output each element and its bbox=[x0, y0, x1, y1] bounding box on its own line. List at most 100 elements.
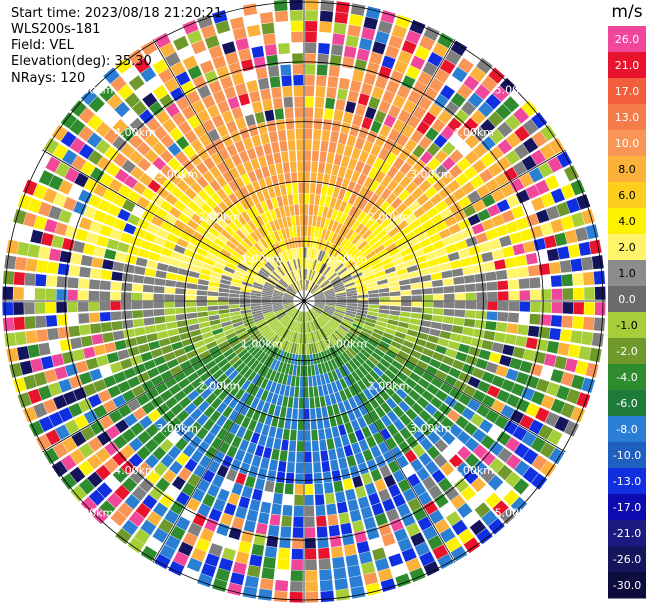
range-gate bbox=[286, 462, 295, 473]
range-gate bbox=[432, 287, 444, 294]
range-gate bbox=[573, 302, 584, 315]
range-gate bbox=[131, 292, 143, 301]
range-gate bbox=[239, 301, 251, 305]
range-gate bbox=[239, 226, 250, 237]
range-gate bbox=[273, 590, 288, 603]
range-gate bbox=[348, 397, 358, 409]
range-gate bbox=[307, 354, 311, 366]
range-gate bbox=[443, 308, 455, 317]
range-gate bbox=[283, 295, 294, 299]
range-gate bbox=[284, 363, 291, 375]
range-gate bbox=[382, 354, 394, 364]
range-gate bbox=[191, 488, 206, 502]
range-gate bbox=[463, 537, 481, 554]
range-gate bbox=[475, 282, 487, 292]
range-gate bbox=[148, 251, 161, 262]
range-ring bbox=[124, 121, 484, 481]
range-gate bbox=[327, 514, 339, 526]
range-gate bbox=[103, 375, 117, 388]
range-gate bbox=[399, 279, 411, 286]
range-gate bbox=[411, 289, 423, 295]
range-gate bbox=[374, 244, 385, 254]
range-gate bbox=[575, 227, 589, 242]
range-gate bbox=[522, 137, 539, 154]
range-gate bbox=[281, 228, 287, 240]
range-gate bbox=[444, 101, 459, 116]
range-gate bbox=[504, 257, 517, 269]
range-gate bbox=[325, 269, 335, 278]
range-gate bbox=[432, 351, 445, 362]
range-gate bbox=[254, 242, 264, 253]
range-gate bbox=[261, 224, 270, 236]
range-gate bbox=[475, 358, 488, 370]
range-gate bbox=[86, 132, 103, 148]
range-gate bbox=[223, 432, 235, 445]
range-gate bbox=[104, 342, 117, 354]
range-gate bbox=[272, 322, 281, 332]
range-gate bbox=[451, 268, 464, 277]
range-gate bbox=[201, 355, 214, 365]
range-gate bbox=[300, 280, 303, 291]
range-gate bbox=[304, 269, 306, 280]
range-gate bbox=[272, 297, 283, 300]
range-gate bbox=[331, 221, 339, 232]
range-gate bbox=[232, 373, 243, 385]
range-gate bbox=[283, 303, 294, 308]
range-gate bbox=[261, 251, 270, 261]
range-gate bbox=[274, 207, 282, 219]
range-gate bbox=[306, 269, 309, 280]
range-gate bbox=[310, 408, 316, 420]
range-gate bbox=[128, 453, 144, 468]
range-gate bbox=[291, 31, 303, 43]
range-gate bbox=[313, 342, 318, 354]
range-gate bbox=[152, 527, 169, 543]
range-gate bbox=[432, 42, 449, 58]
range-gate bbox=[544, 175, 560, 191]
range-gate bbox=[278, 281, 288, 289]
range-gate bbox=[353, 195, 363, 208]
range-gate bbox=[286, 306, 296, 314]
range-gate bbox=[185, 301, 197, 307]
range-gate bbox=[127, 245, 140, 256]
range-gate bbox=[363, 324, 374, 332]
range-gate bbox=[340, 122, 351, 135]
range-gate bbox=[550, 315, 562, 327]
range-gate bbox=[517, 266, 529, 278]
range-gate bbox=[485, 178, 500, 193]
range-gate bbox=[294, 310, 300, 321]
range-gate bbox=[473, 444, 488, 459]
range-gate bbox=[69, 448, 86, 465]
range-gate bbox=[263, 343, 273, 353]
range-gate bbox=[476, 404, 490, 418]
range-gate bbox=[339, 238, 348, 249]
range-gate bbox=[207, 305, 219, 311]
range-gate bbox=[342, 240, 351, 251]
range-gate bbox=[379, 124, 392, 138]
range-gate bbox=[278, 350, 285, 361]
range-gate bbox=[247, 24, 261, 37]
range-gate bbox=[421, 371, 435, 383]
range-gate bbox=[522, 119, 539, 136]
range-gate bbox=[283, 303, 294, 307]
range-gate bbox=[205, 231, 217, 242]
range-gate bbox=[274, 286, 285, 293]
range-gate bbox=[305, 591, 319, 603]
range-gate bbox=[463, 166, 478, 180]
range-gate bbox=[282, 317, 291, 326]
range-gate bbox=[255, 67, 268, 80]
range-gate bbox=[373, 266, 384, 274]
range-gate bbox=[248, 328, 259, 336]
range-gate bbox=[130, 355, 143, 366]
range-gate bbox=[399, 284, 411, 291]
range-gate bbox=[83, 243, 96, 256]
range-gate bbox=[175, 491, 190, 506]
range-gate bbox=[272, 97, 283, 110]
range-gate bbox=[478, 241, 491, 253]
range-gate bbox=[99, 312, 111, 322]
range-gate bbox=[378, 488, 391, 502]
range-gate bbox=[216, 188, 228, 201]
range-gate bbox=[156, 330, 169, 340]
range-gate bbox=[132, 318, 145, 328]
range-gate bbox=[354, 137, 365, 150]
range-gate bbox=[274, 108, 284, 120]
